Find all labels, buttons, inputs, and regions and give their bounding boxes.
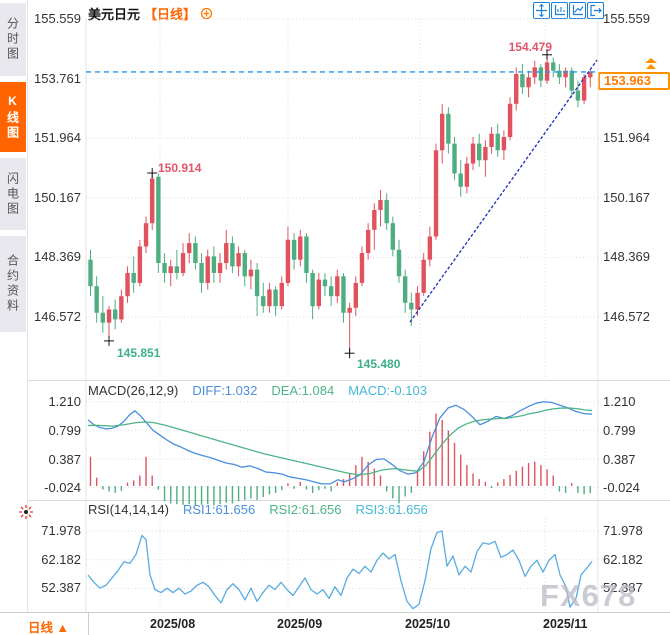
- axis-range-icon[interactable]: [551, 2, 568, 19]
- macd-value: MACD:-0.103: [348, 383, 427, 398]
- y-axis-label: 155.559: [34, 11, 81, 26]
- bottom-divider: [88, 613, 89, 635]
- macd-diff-value: DIFF:1.032: [192, 383, 258, 398]
- y-axis-label: 153.761: [34, 71, 81, 86]
- annotation-low1: 145.851: [117, 346, 161, 360]
- sidebar-tab-lightning[interactable]: 闪电图: [0, 158, 26, 230]
- rsi1-value: RSI1:61.656: [182, 502, 256, 517]
- x-axis-month-label: 2025/11: [543, 617, 588, 631]
- x-axis-bar: 日线 ▲ 2025/08 2025/09 2025/10 2025/11: [0, 612, 670, 635]
- annotation-high: 154.479: [508, 40, 552, 54]
- alert-burst-icon[interactable]: [18, 504, 34, 520]
- rsi-y-label-right: 71.978: [603, 523, 643, 538]
- y-axis-label: 151.964: [34, 130, 81, 145]
- macd-title: MACD(26,12,9): [88, 383, 179, 398]
- period-selector[interactable]: 日线 ▲: [28, 621, 69, 635]
- rsi-y-label: 62.182: [41, 552, 81, 567]
- y-axis-label-right: 150.167: [603, 190, 650, 205]
- rsi-y-label: 52.387: [41, 580, 81, 595]
- y-axis-label-right: 146.572: [603, 309, 650, 324]
- rsi-y-label-right: 62.182: [603, 552, 643, 567]
- watermark: FX678: [540, 578, 637, 613]
- macd-y-label-right: 1.210: [603, 394, 636, 409]
- y-axis-label-right: 151.964: [603, 130, 650, 145]
- macd-y-label-right: 0.387: [603, 452, 636, 467]
- y-axis-label-right: 155.559: [603, 11, 650, 26]
- exit-icon[interactable]: [587, 2, 604, 19]
- y-axis-label: 146.572: [34, 309, 81, 324]
- macd-y-label: -0.024: [44, 480, 81, 495]
- sidebar-tab-kline[interactable]: K线图: [0, 82, 26, 152]
- macd-y-label-right: 0.799: [603, 423, 636, 438]
- macd-y-label: 0.387: [48, 452, 81, 467]
- rsi3-value: RSI3:61.656: [355, 502, 428, 517]
- rsi-y-label: 71.978: [41, 523, 81, 538]
- rsi-header: RSI(14,14,14) RSI1:61.656 RSI2:61.656 RS…: [88, 502, 428, 517]
- rsi-title: RSI(14,14,14): [88, 502, 169, 517]
- y-axis-label: 148.369: [34, 249, 81, 264]
- x-axis-month-label: 2025/10: [405, 617, 451, 631]
- symbol-title: 美元日元: [88, 7, 141, 22]
- x-axis-month-label: 2025/08: [150, 617, 196, 631]
- macd-header: MACD(26,12,9) DIFF:1.032 DEA:1.084 MACD:…: [88, 383, 427, 398]
- indicator-window-icon[interactable]: [569, 2, 586, 19]
- rsi2-value: RSI2:61.656: [269, 502, 342, 517]
- sidebar-tab-timeshare[interactable]: 分时图: [0, 3, 26, 76]
- y-axis-label: 150.167: [34, 190, 81, 205]
- y-axis-label-right: 148.369: [603, 249, 650, 264]
- price-up-arrow-icon: [643, 58, 659, 76]
- macd-dea-value: DEA:1.084: [271, 383, 335, 398]
- sidebar-tab-contract-info[interactable]: 合约资料: [0, 236, 26, 332]
- period-tag: 【日线】: [144, 7, 197, 22]
- macd-y-label: 0.799: [48, 423, 81, 438]
- macd-y-label-right: -0.024: [603, 480, 640, 495]
- annotation-peak: 150.914: [158, 161, 202, 175]
- chart-header: 美元日元 【日线】: [88, 4, 213, 23]
- add-indicator-icon[interactable]: [200, 7, 213, 20]
- sidebar-divider: [27, 0, 28, 612]
- x-axis-month-label: 2025/09: [277, 617, 323, 631]
- rsi-y-label-right: 52.387: [603, 580, 643, 595]
- current-price-tag: 153.963: [598, 72, 670, 90]
- macd-y-label: 1.210: [48, 394, 81, 409]
- annotation-low2: 145.480: [357, 357, 401, 371]
